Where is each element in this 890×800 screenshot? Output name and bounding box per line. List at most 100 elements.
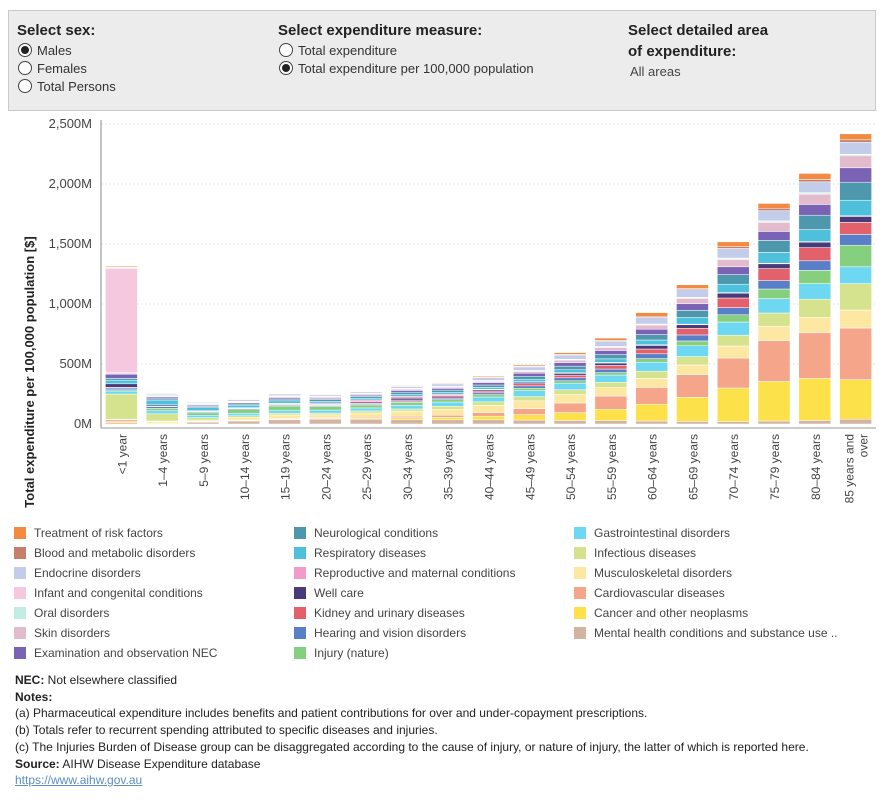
- bar-segment[interactable]: [431, 392, 464, 395]
- bar-segment[interactable]: [553, 394, 587, 404]
- bar-segment[interactable]: [716, 292, 750, 299]
- bar-segment[interactable]: [676, 310, 709, 318]
- legend-item[interactable]: Gastrointestinal disorders: [574, 526, 730, 540]
- bar-segment[interactable]: [757, 325, 791, 341]
- bar-segment[interactable]: [635, 353, 668, 359]
- bar-segment[interactable]: [716, 357, 750, 389]
- bar-segment[interactable]: [594, 408, 628, 421]
- bar-segment[interactable]: [390, 417, 424, 420]
- bar-segment[interactable]: [839, 309, 872, 329]
- bar-segment[interactable]: [472, 377, 505, 381]
- bar-segment[interactable]: [309, 414, 342, 419]
- bar-segment[interactable]: [716, 421, 750, 425]
- bar-segment[interactable]: [431, 382, 464, 384]
- bar-segment[interactable]: [268, 405, 301, 411]
- bar-segment[interactable]: [227, 409, 261, 414]
- bar-segment[interactable]: [716, 321, 750, 336]
- bar-segment[interactable]: [716, 283, 750, 293]
- bar-segment[interactable]: [186, 412, 220, 416]
- bar-segment[interactable]: [145, 410, 179, 415]
- bar-segment[interactable]: [513, 372, 546, 377]
- bar-segment[interactable]: [676, 374, 709, 398]
- bar-segment[interactable]: [757, 222, 791, 232]
- bar-segment[interactable]: [839, 266, 872, 284]
- bar-segment[interactable]: [513, 366, 546, 371]
- bar-segment[interactable]: [594, 368, 628, 373]
- bar-segment[interactable]: [431, 389, 464, 393]
- bar-segment[interactable]: [757, 240, 791, 253]
- bar-segment[interactable]: [553, 420, 587, 425]
- bar-segment[interactable]: [390, 390, 424, 393]
- bar-segment[interactable]: [472, 396, 505, 403]
- bar-segment[interactable]: [757, 268, 791, 281]
- bar-segment[interactable]: [390, 394, 424, 397]
- bar-segment[interactable]: [594, 374, 628, 383]
- bar-segment[interactable]: [635, 358, 668, 363]
- bar-segment[interactable]: [553, 374, 587, 379]
- bar-segment[interactable]: [798, 332, 832, 379]
- bar-segment[interactable]: [757, 203, 791, 209]
- bar-segment[interactable]: [798, 270, 832, 284]
- bar-segment[interactable]: [839, 234, 872, 246]
- bar-segment[interactable]: [757, 210, 791, 222]
- bar-segment[interactable]: [798, 204, 832, 216]
- bar-segment[interactable]: [472, 419, 505, 425]
- bar-segment[interactable]: [227, 404, 261, 408]
- legend-item[interactable]: Mental health conditions and substance u…: [574, 626, 838, 640]
- bar-segment[interactable]: [716, 259, 750, 268]
- bar-segment[interactable]: [676, 298, 709, 305]
- bar-segment[interactable]: [757, 207, 791, 211]
- bar-segment[interactable]: [757, 288, 791, 299]
- bar-segment[interactable]: [798, 193, 832, 205]
- bar-segment[interactable]: [268, 398, 301, 402]
- legend-item[interactable]: Kidney and urinary diseases: [294, 606, 465, 620]
- bar-segment[interactable]: [594, 337, 628, 341]
- radio-females[interactable]: Females: [18, 59, 87, 77]
- bar-segment[interactable]: [676, 284, 709, 289]
- bar-segment[interactable]: [676, 340, 709, 347]
- bar-segment[interactable]: [227, 417, 261, 421]
- legend-item[interactable]: Musculoskeletal disorders: [574, 566, 732, 580]
- bar-segment[interactable]: [798, 214, 832, 230]
- bar-segment[interactable]: [798, 378, 832, 421]
- bar-segment[interactable]: [635, 312, 668, 317]
- bar-segment[interactable]: [798, 260, 832, 271]
- legend-item[interactable]: Oral disorders: [14, 606, 109, 620]
- radio-selected-icon[interactable]: [279, 61, 293, 75]
- bar-segment[interactable]: [349, 396, 383, 399]
- bar-segment[interactable]: [390, 402, 424, 406]
- bar-segment[interactable]: [472, 405, 505, 413]
- bar-segment[interactable]: [553, 354, 587, 360]
- radio-total-expenditure[interactable]: Total expenditure: [279, 41, 397, 59]
- bar-segment[interactable]: [513, 375, 546, 380]
- bar-segment[interactable]: [349, 407, 383, 412]
- bar-segment[interactable]: [390, 408, 424, 412]
- radio-unselected-icon[interactable]: [18, 79, 32, 93]
- bar-segment[interactable]: [390, 385, 424, 387]
- bar-segment[interactable]: [798, 173, 832, 180]
- bar-segment[interactable]: [757, 340, 791, 382]
- bar-segment[interactable]: [676, 345, 709, 357]
- bar-segment[interactable]: [390, 411, 424, 417]
- bar-segment[interactable]: [594, 395, 628, 410]
- bar-segment[interactable]: [839, 283, 872, 311]
- bar-segment[interactable]: [635, 334, 668, 341]
- bar-segment[interactable]: [105, 383, 138, 388]
- bar-segment[interactable]: [839, 216, 872, 223]
- bar-segment[interactable]: [798, 247, 832, 262]
- bar-segment[interactable]: [105, 378, 138, 381]
- bar-segment[interactable]: [145, 406, 179, 409]
- bar-segment[interactable]: [553, 380, 587, 384]
- bar-segment[interactable]: [676, 303, 709, 311]
- source-link[interactable]: https://www.aihw.gov.au: [15, 773, 143, 788]
- bar-segment[interactable]: [349, 410, 383, 414]
- bar-segment[interactable]: [798, 420, 832, 425]
- bar-segment[interactable]: [431, 399, 464, 403]
- legend-item[interactable]: Injury (nature): [294, 646, 389, 660]
- bar-segment[interactable]: [105, 419, 138, 422]
- bar-segment[interactable]: [553, 402, 587, 413]
- bar-segment[interactable]: [798, 179, 832, 183]
- bar-segment[interactable]: [431, 401, 464, 407]
- bar-segment[interactable]: [839, 167, 872, 183]
- bar-segment[interactable]: [798, 181, 832, 193]
